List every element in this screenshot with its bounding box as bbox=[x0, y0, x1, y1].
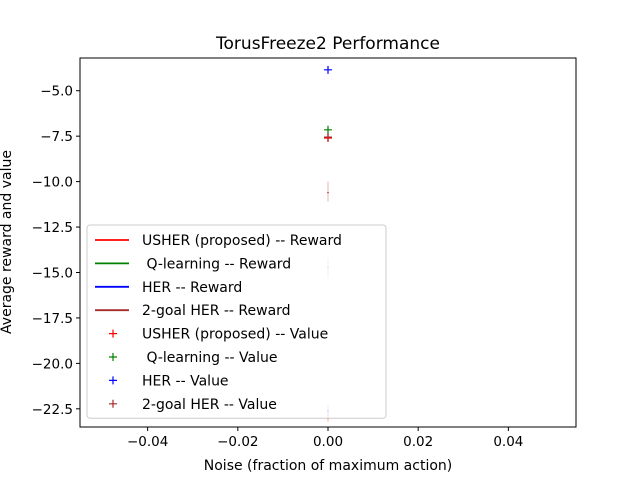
legend-swatch-marker bbox=[109, 399, 117, 408]
legend-box bbox=[86, 224, 387, 419]
chart-title: TorusFreeze2 Performance bbox=[215, 34, 440, 54]
y-tick-label: −15.0 bbox=[32, 265, 73, 281]
legend-label: Q-learning -- Reward bbox=[142, 256, 291, 272]
x-tick-label: −0.02 bbox=[217, 434, 258, 450]
legend-label: HER -- Reward bbox=[142, 280, 242, 296]
y-axis: −5.0 −7.5 −10.0 −12.5 −15.0 −17.5 −20.0 −22.5 bbox=[32, 84, 80, 418]
y-tick-label: −7.5 bbox=[40, 129, 73, 145]
y-tick-label: −17.5 bbox=[32, 311, 73, 327]
y-tick-label: −12.5 bbox=[32, 220, 73, 236]
legend-swatch-marker bbox=[109, 329, 117, 338]
value-marker bbox=[324, 133, 332, 142]
x-tick-label: 0.02 bbox=[403, 434, 433, 450]
legend-label: USHER (proposed) -- Reward bbox=[142, 233, 342, 249]
y-tick-label: −5.0 bbox=[40, 84, 73, 100]
legend-label: Q-learning -- Value bbox=[142, 350, 277, 366]
legend-label: 2-goal HER -- Value bbox=[142, 397, 277, 413]
y-tick-label: −20.0 bbox=[32, 356, 73, 372]
x-tick-label: 0.04 bbox=[493, 434, 523, 450]
x-tick-label: −0.04 bbox=[127, 434, 168, 450]
legend-swatch-marker bbox=[109, 353, 117, 361]
y-tick-label: −22.5 bbox=[32, 402, 73, 418]
y-tick-label: −10.0 bbox=[32, 175, 73, 191]
x-axis: −0.04 −0.02 0.00 0.02 0.04 bbox=[127, 427, 523, 450]
legend-label: HER -- Value bbox=[142, 373, 229, 389]
legend-swatch-marker bbox=[109, 376, 117, 385]
reward-point bbox=[327, 191, 329, 194]
value-marker bbox=[324, 125, 332, 134]
legend-label: 2-goal HER -- Reward bbox=[142, 303, 291, 319]
y-axis-label: Average reward and value bbox=[0, 150, 15, 334]
x-tick-label: 0.00 bbox=[313, 434, 343, 450]
legend: USHER (proposed) -- Reward Q-learning --… bbox=[86, 224, 387, 419]
legend-label: USHER (proposed) -- Value bbox=[142, 327, 328, 343]
value-marker bbox=[324, 65, 332, 74]
x-axis-label: Noise (fraction of maximum action) bbox=[204, 458, 452, 474]
